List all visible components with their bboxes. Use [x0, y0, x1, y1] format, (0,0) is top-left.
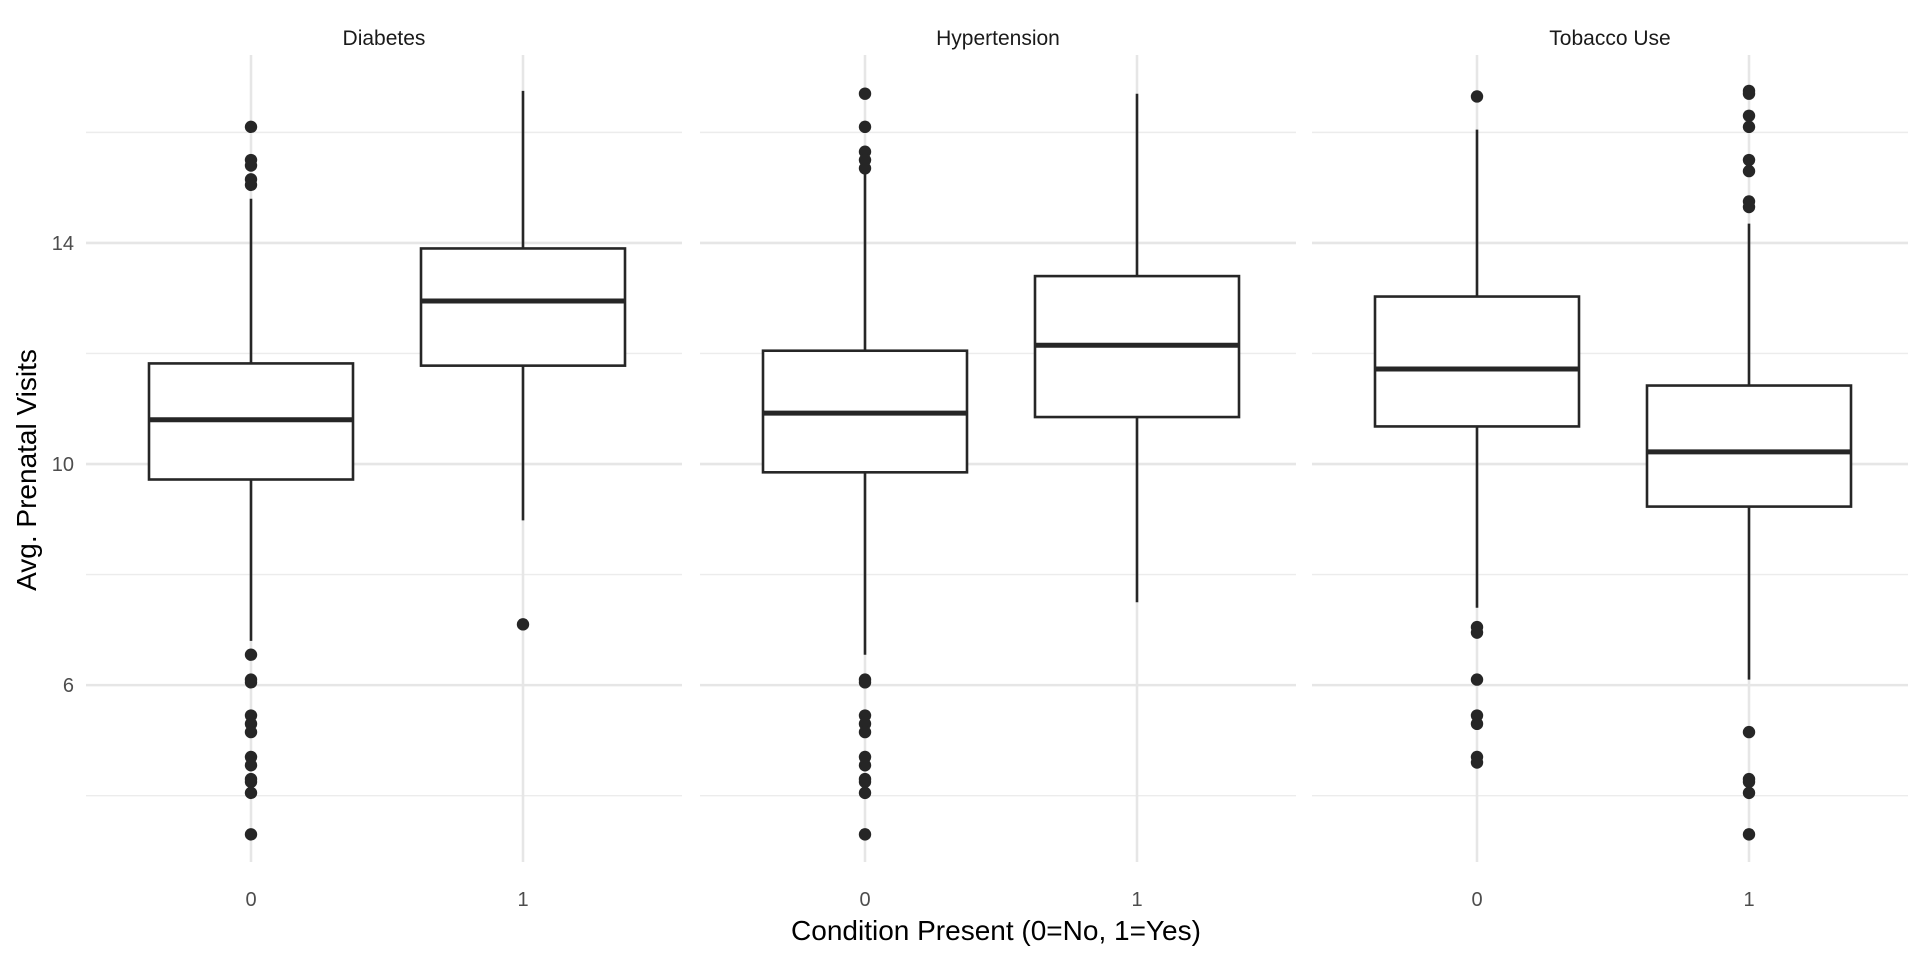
y-axis-title: Avg. Prenatal Visits	[11, 349, 42, 591]
box-group	[1033, 93, 1241, 603]
y-tick-label: 14	[52, 233, 74, 255]
outlier-point	[858, 786, 872, 800]
y-tick-label: 6	[63, 675, 74, 697]
outlier-point	[1470, 756, 1484, 769]
outlier-point	[858, 775, 872, 789]
x-axis-title: Condition Present (0=No, 1=Yes)	[791, 915, 1201, 946]
facet-panels: Diabetes Hypertension Tobacco Use	[86, 27, 1908, 862]
facet-title: Diabetes	[343, 27, 426, 50]
outlier-point	[1742, 200, 1756, 214]
outlier-point	[858, 162, 872, 175]
outlier-point	[244, 828, 258, 841]
box-group	[1645, 84, 1853, 841]
outlier-point	[858, 725, 872, 739]
outlier-point	[244, 775, 258, 789]
x-tick-label: 0	[1471, 889, 1482, 911]
outlier-point	[1742, 775, 1756, 789]
outlier-point	[1742, 120, 1756, 134]
outlier-point	[858, 87, 872, 100]
outlier-point	[244, 676, 258, 689]
facet-panel: Hypertension	[700, 27, 1296, 862]
box	[1645, 384, 1853, 508]
y-axis-ticks: 6 10 14	[52, 233, 74, 697]
y-tick-label: 10	[52, 454, 74, 476]
outlier-point	[1742, 153, 1756, 167]
outlier-point	[858, 676, 872, 689]
box-group	[147, 120, 355, 841]
x-tick-label: 1	[1743, 889, 1754, 911]
outlier-point	[244, 159, 258, 172]
facet-title: Hypertension	[936, 27, 1060, 50]
facet-panel: Diabetes	[86, 27, 682, 862]
facet-panel: Tobacco Use	[1312, 27, 1908, 862]
outlier-point	[244, 178, 258, 192]
outlier-point	[1470, 717, 1484, 731]
facet-title: Tobacco Use	[1549, 27, 1670, 50]
outlier-point	[1470, 626, 1484, 639]
outlier-point	[1742, 786, 1756, 800]
outlier-point	[1742, 87, 1756, 100]
outlier-point	[1742, 109, 1756, 123]
box-group	[1373, 90, 1581, 769]
x-axis-ticks: 0 1 0 1 0 1	[245, 889, 1754, 911]
box	[1373, 295, 1581, 428]
outlier-point	[244, 759, 258, 772]
outlier-point	[1470, 673, 1484, 686]
x-tick-label: 1	[1131, 889, 1142, 911]
box-group	[761, 87, 969, 841]
outlier-point	[244, 786, 258, 800]
outlier-point	[858, 120, 872, 134]
outlier-point	[858, 828, 872, 841]
x-tick-label: 0	[245, 889, 256, 911]
x-tick-label: 1	[517, 889, 528, 911]
box	[419, 247, 627, 367]
outlier-point	[858, 759, 872, 772]
outlier-point	[244, 725, 258, 739]
outlier-point	[516, 618, 530, 631]
outlier-point	[1742, 828, 1756, 841]
outlier-point	[1742, 725, 1756, 739]
box-group	[419, 90, 627, 631]
outlier-point	[244, 648, 258, 661]
outlier-point	[1742, 164, 1756, 178]
x-tick-label: 0	[859, 889, 870, 911]
outlier-point	[1470, 90, 1484, 103]
outlier-point	[244, 120, 258, 134]
